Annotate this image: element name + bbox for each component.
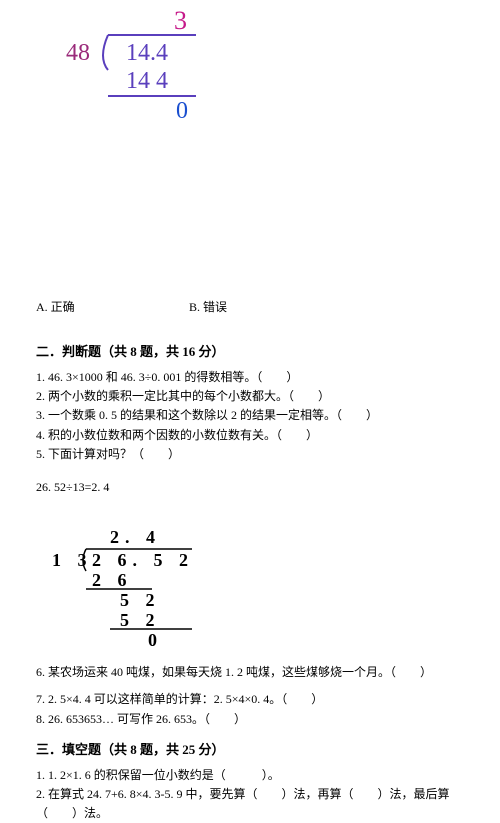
s2-q8: 8. 26. 653653… 可写作 26. 653。（ ） [36, 710, 464, 729]
long-division-problem-1: 3 48 14.4 14 4 0 [46, 8, 464, 148]
s3-q2: 2. 在算式 24. 7+6. 8×4. 3-5. 9 中，要先算（ ）法，再算… [36, 785, 464, 823]
s2-q1: 1. 46. 3×1000 和 46. 3÷0. 001 的得数相等。（ ） [36, 368, 464, 387]
divisor-1: 48 [66, 40, 90, 67]
remainder-2: 0 [148, 630, 163, 651]
row1-2: 2 6 [92, 570, 133, 591]
subtrahend-1: 14 4 [126, 68, 168, 95]
answer-options: A. 正确 B. 错误 [36, 298, 464, 315]
row2-2: 5 2 [120, 590, 161, 611]
s2-q3: 3. 一个数乘 0. 5 的结果和这个数除以 2 的结果一定相等。（ ） [36, 406, 464, 425]
s2-q6: 6. 某农场运来 40 吨煤，如果每天烧 1. 2 吨煤，这些煤够烧一个月。（ … [36, 663, 464, 682]
option-a: A. 正确 [36, 298, 186, 315]
s2-q4: 4. 积的小数位数和两个因数的小数位数有关。（ ） [36, 426, 464, 445]
section-2-heading: 二．判断题（共 8 题，共 16 分） [36, 341, 464, 360]
remainder-1: 0 [176, 98, 188, 125]
s2-equation: 26. 52÷13=2. 4 [36, 478, 464, 497]
quotient-1: 3 [174, 6, 187, 36]
divisor-2: 1 3 [52, 550, 93, 571]
quotient-2: 2. 4 [110, 527, 161, 548]
s2-q2: 2. 两个小数的乘积一定比其中的每个小数都大。（ ） [36, 387, 464, 406]
dividend-2: 2 6. 5 2 [92, 550, 194, 571]
section-3-heading: 三．填空题（共 8 题，共 25 分） [36, 739, 464, 758]
s2-q5: 5. 下面计算对吗？（ ） [36, 445, 464, 464]
long-division-problem-2: 2. 4 1 3 2 6. 5 2 2 6 5 2 5 2 0 [52, 529, 464, 649]
s3-q1: 1. 1. 2×1. 6 的积保留一位小数约是（ ）。 [36, 766, 464, 785]
dividend-1: 14.4 [126, 40, 168, 67]
row3-2: 5 2 [120, 610, 161, 631]
option-b: B. 错误 [189, 300, 227, 314]
